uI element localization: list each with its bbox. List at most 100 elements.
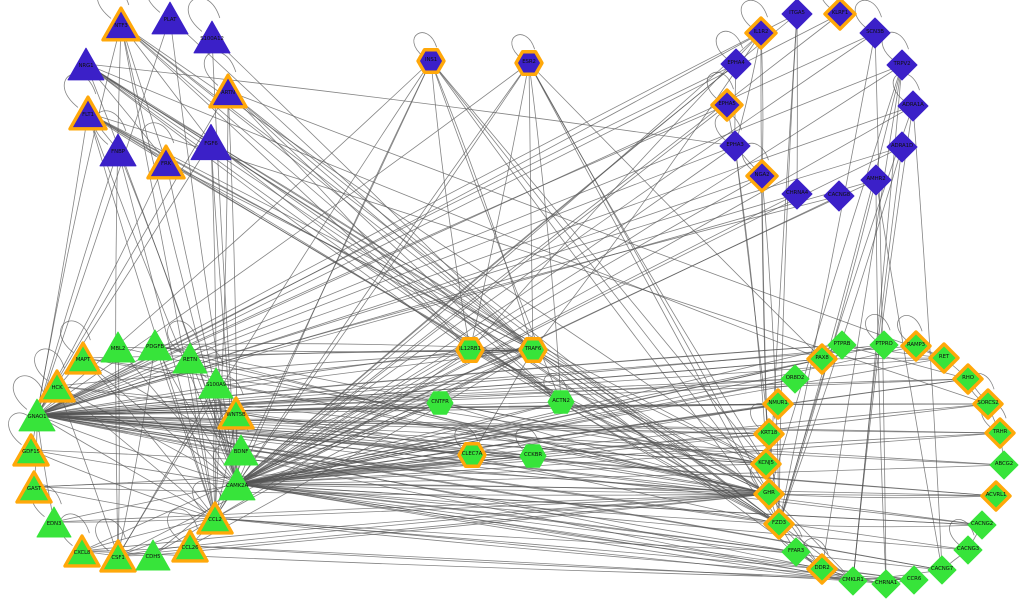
- node-nga2[interactable]: NGA2: [742, 156, 782, 196]
- node-cacng8[interactable]: CACNG8: [819, 176, 859, 216]
- edge: [56, 385, 767, 465]
- edge: [560, 401, 780, 525]
- diamond-shape: [806, 553, 838, 585]
- diamond-shape: [953, 535, 983, 565]
- edge: [189, 349, 534, 547]
- edge: [169, 17, 534, 351]
- edge: [236, 104, 728, 485]
- self-loop-edge: [64, 73, 97, 108]
- node-clec7a[interactable]: CLEC7A: [454, 437, 490, 473]
- node-trpv2[interactable]: TRPV2: [882, 45, 922, 85]
- node-frk[interactable]: FRK: [143, 139, 189, 185]
- edge: [117, 344, 156, 557]
- self-loop-edge: [413, 32, 438, 58]
- self-loop-edge: [715, 30, 743, 60]
- node-fnbp[interactable]: FNBP: [95, 127, 141, 173]
- edge: [235, 412, 770, 495]
- self-loop-edge: [188, 0, 221, 32]
- edge: [236, 32, 762, 485]
- node-artn[interactable]: ARTN: [205, 68, 251, 114]
- edge: [778, 523, 983, 528]
- triangle-shape: [135, 539, 171, 571]
- edge: [236, 344, 885, 485]
- edge: [469, 62, 530, 351]
- diamond-shape: [871, 569, 901, 599]
- triangle-shape: [101, 6, 141, 42]
- edge: [236, 483, 997, 497]
- self-loop-edge: [543, 373, 568, 399]
- edge: [236, 463, 767, 485]
- node-traf6[interactable]: TRAF6: [515, 332, 551, 368]
- triangle-shape: [171, 529, 209, 563]
- diamond-shape: [823, 0, 857, 31]
- edge: [528, 62, 767, 465]
- node-cdh5[interactable]: CDH5: [131, 533, 175, 577]
- node-cckbr[interactable]: CCKBR: [515, 438, 551, 474]
- diamond-shape: [989, 450, 1019, 480]
- triangle-shape: [196, 501, 234, 535]
- diamond-shape: [952, 363, 984, 395]
- diamond-shape: [967, 510, 997, 540]
- node-ins1[interactable]: INS1: [413, 43, 449, 79]
- node-klrf1[interactable]: KLRF1: [820, 0, 860, 34]
- diamond-shape: [750, 448, 782, 480]
- self-loop-edge: [854, 0, 882, 29]
- triangle-shape: [137, 329, 173, 361]
- edge: [36, 414, 983, 526]
- self-loop-edge: [167, 508, 198, 542]
- edge: [30, 449, 770, 495]
- node-amhr2[interactable]: AMHR2: [856, 160, 896, 200]
- node-nrg1[interactable]: NRG1: [63, 41, 109, 87]
- diamond-shape: [897, 90, 929, 122]
- diamond-shape: [980, 480, 1012, 512]
- node-il12rb1[interactable]: IL12RB1: [452, 332, 488, 368]
- node-cntfr[interactable]: CNTFR: [422, 385, 458, 421]
- edge: [36, 344, 843, 416]
- edge: [236, 378, 796, 485]
- edge: [236, 483, 797, 553]
- node-esr2[interactable]: ESR2: [511, 45, 547, 81]
- self-loop-edge: [803, 538, 829, 565]
- hexagon-shape: [455, 337, 485, 363]
- diamond-shape: [720, 48, 752, 80]
- node-epha5[interactable]: EPHA5: [707, 85, 747, 125]
- edge: [189, 545, 915, 581]
- edge: [528, 62, 823, 360]
- edge: [240, 449, 770, 495]
- node-plat[interactable]: PLAT: [147, 0, 193, 41]
- diamond-shape: [745, 159, 779, 193]
- diamond-shape: [838, 566, 868, 596]
- triangle-shape: [218, 467, 256, 501]
- edge: [36, 414, 770, 435]
- self-loop-edge: [95, 518, 126, 552]
- edge: [36, 414, 943, 571]
- triangle-shape: [12, 433, 50, 467]
- node-chrna4[interactable]: CHRNA4: [777, 174, 817, 214]
- edge: [36, 414, 1001, 434]
- edge: [87, 112, 216, 519]
- node-epha4[interactable]: EPHA4: [716, 44, 756, 84]
- node-itga5[interactable]: ITGA5: [777, 0, 817, 34]
- self-loop-edge: [97, 0, 130, 19]
- self-loop-edge: [822, 0, 832, 10]
- diamond-shape: [781, 178, 813, 210]
- edge: [36, 104, 728, 416]
- edge: [236, 483, 969, 551]
- self-loop-edge: [204, 51, 237, 86]
- edge: [36, 414, 770, 435]
- diamond-shape: [928, 342, 960, 374]
- edge: [778, 13, 798, 525]
- node-actn2[interactable]: ACTN2: [543, 384, 579, 420]
- node-ccr6[interactable]: CCR6: [895, 561, 933, 599]
- node-s100a12[interactable]: S100A12: [189, 14, 235, 60]
- edge: [430, 60, 534, 351]
- node-fgf6[interactable]: FGF6: [186, 117, 236, 167]
- triangle-shape: [151, 1, 189, 35]
- node-adra1a[interactable]: ADRA1A: [893, 86, 933, 126]
- edge: [36, 414, 797, 553]
- diamond-shape: [827, 330, 857, 360]
- edge: [189, 357, 216, 519]
